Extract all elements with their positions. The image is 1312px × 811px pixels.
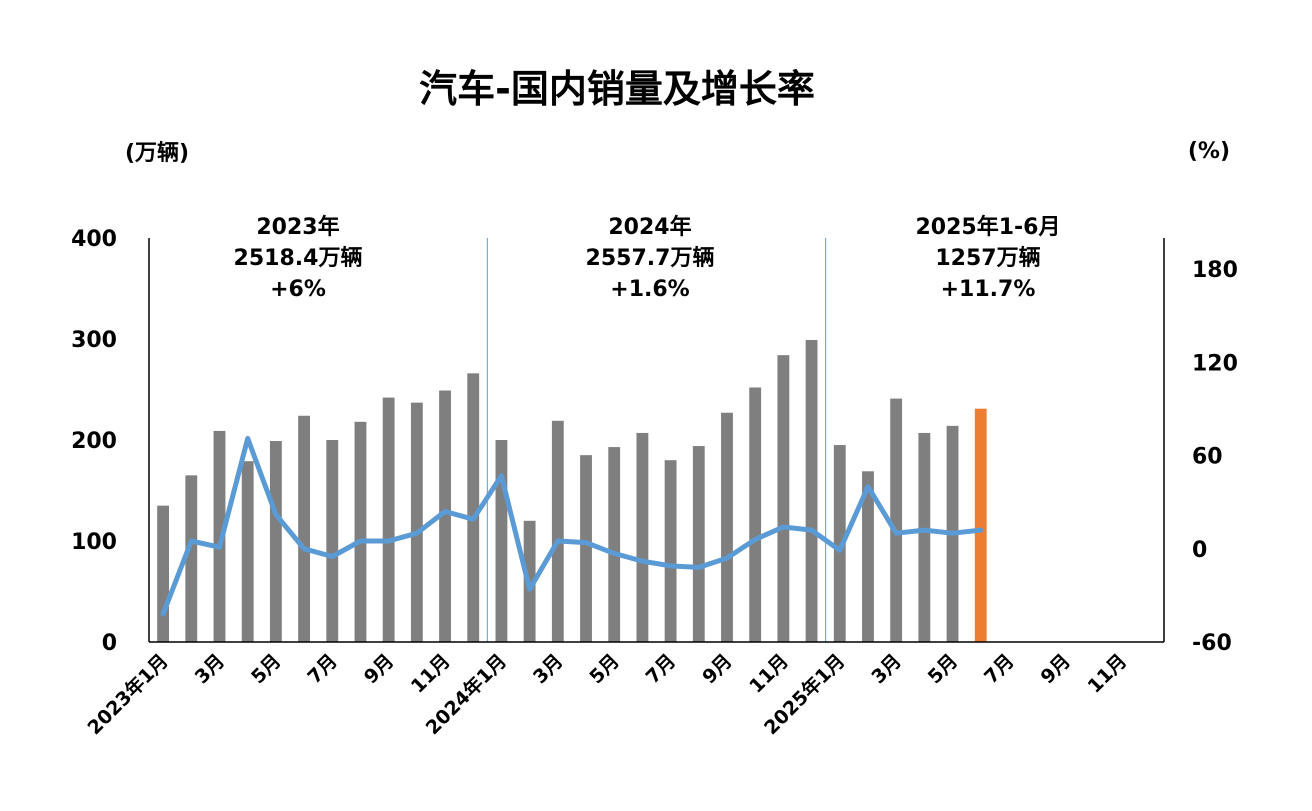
x-tick-label: 9月 (698, 650, 736, 688)
left-tick-label: 100 (71, 530, 117, 555)
left-tick-label: 0 (102, 631, 117, 656)
right-tick-label: 120 (1192, 351, 1238, 376)
bar (241, 461, 254, 642)
bar-series (157, 340, 987, 642)
period-annotation: 2025年1-6月 1257万辆 +11.7% (916, 214, 1061, 302)
right-tick-label: -60 (1192, 631, 1232, 656)
x-tick-label: 11月 (1084, 650, 1132, 698)
bar (213, 430, 226, 642)
x-tick-label: 3月 (867, 650, 905, 688)
bar (749, 387, 762, 642)
right-tick-label: 180 (1192, 258, 1238, 283)
annotation-line: 2023年 (256, 214, 339, 240)
bar (862, 471, 874, 642)
bar (918, 432, 931, 642)
period-annotations: 2023年 2518.4万辆 +6% 2024年 2557.7万辆 +1.6% 2025年1… (234, 214, 1061, 302)
x-tick-label: 11月 (745, 650, 793, 698)
line-series (160, 435, 984, 617)
x-tick-label: 5月 (585, 650, 623, 688)
x-tick-label: 9月 (360, 650, 398, 688)
annotation-line: +1.6% (610, 277, 689, 302)
bar (580, 455, 592, 642)
bar (467, 373, 480, 642)
x-tick-label: 7月 (642, 650, 680, 688)
x-tick-label: 3月 (529, 650, 567, 688)
bar (495, 440, 508, 642)
period-annotation: 2024年 2557.7万辆 +1.6% (586, 214, 715, 302)
bar (298, 415, 310, 642)
bar (185, 475, 198, 642)
left-tick-label: 400 (71, 227, 117, 252)
chart-title: 汽车-国内销量及增长率 (419, 67, 815, 111)
x-tick-label: 3月 (191, 650, 229, 688)
bar (439, 390, 451, 642)
left-tick-labels: 0 100 200 300 400 (71, 227, 117, 656)
separators (486, 238, 827, 642)
bar (326, 440, 339, 642)
bar (890, 398, 903, 642)
bar (608, 447, 621, 642)
bar (410, 402, 423, 642)
bar (664, 460, 677, 642)
x-tick-label: 9月 (1037, 650, 1075, 688)
right-tick-label: 0 (1192, 538, 1207, 563)
left-axis-unit: (万辆) (125, 140, 189, 166)
x-tick-label: 2023年1月 (83, 649, 173, 739)
bar (269, 441, 282, 642)
annotation-line: 2024年 (608, 214, 691, 240)
bar (721, 412, 733, 642)
annotation-line: +6% (270, 277, 326, 302)
annotation-line: 1257万辆 (935, 245, 1040, 271)
x-tick-label: 11月 (407, 650, 455, 698)
bar (777, 355, 790, 642)
bar (157, 505, 170, 642)
right-tick-label: 60 (1192, 445, 1223, 470)
x-tick-label: 7月 (980, 650, 1018, 688)
left-tick-label: 200 (71, 429, 117, 454)
annotation-line: +11.7% (941, 277, 1036, 302)
x-tick-label: 7月 (303, 650, 341, 688)
period-annotation: 2023年 2518.4万辆 +6% (234, 214, 363, 302)
bar (636, 432, 649, 642)
bar (382, 397, 395, 642)
growth-line (160, 435, 984, 617)
bar (354, 421, 367, 642)
x-tick-label: 5月 (247, 650, 285, 688)
left-tick-label: 300 (71, 328, 117, 353)
annotation-line: 2025年1-6月 (916, 214, 1061, 240)
bar (551, 420, 564, 642)
bar (833, 445, 846, 642)
bar (805, 340, 818, 642)
x-tick-label: 5月 (924, 650, 962, 688)
bar (692, 446, 705, 642)
bar (974, 408, 987, 642)
annotation-line: 2557.7万辆 (586, 245, 715, 271)
annotation-line: 2518.4万辆 (234, 245, 363, 271)
right-tick-labels: -60 0 60 120 180 (1192, 258, 1238, 656)
right-axis-unit: (%) (1188, 139, 1230, 164)
